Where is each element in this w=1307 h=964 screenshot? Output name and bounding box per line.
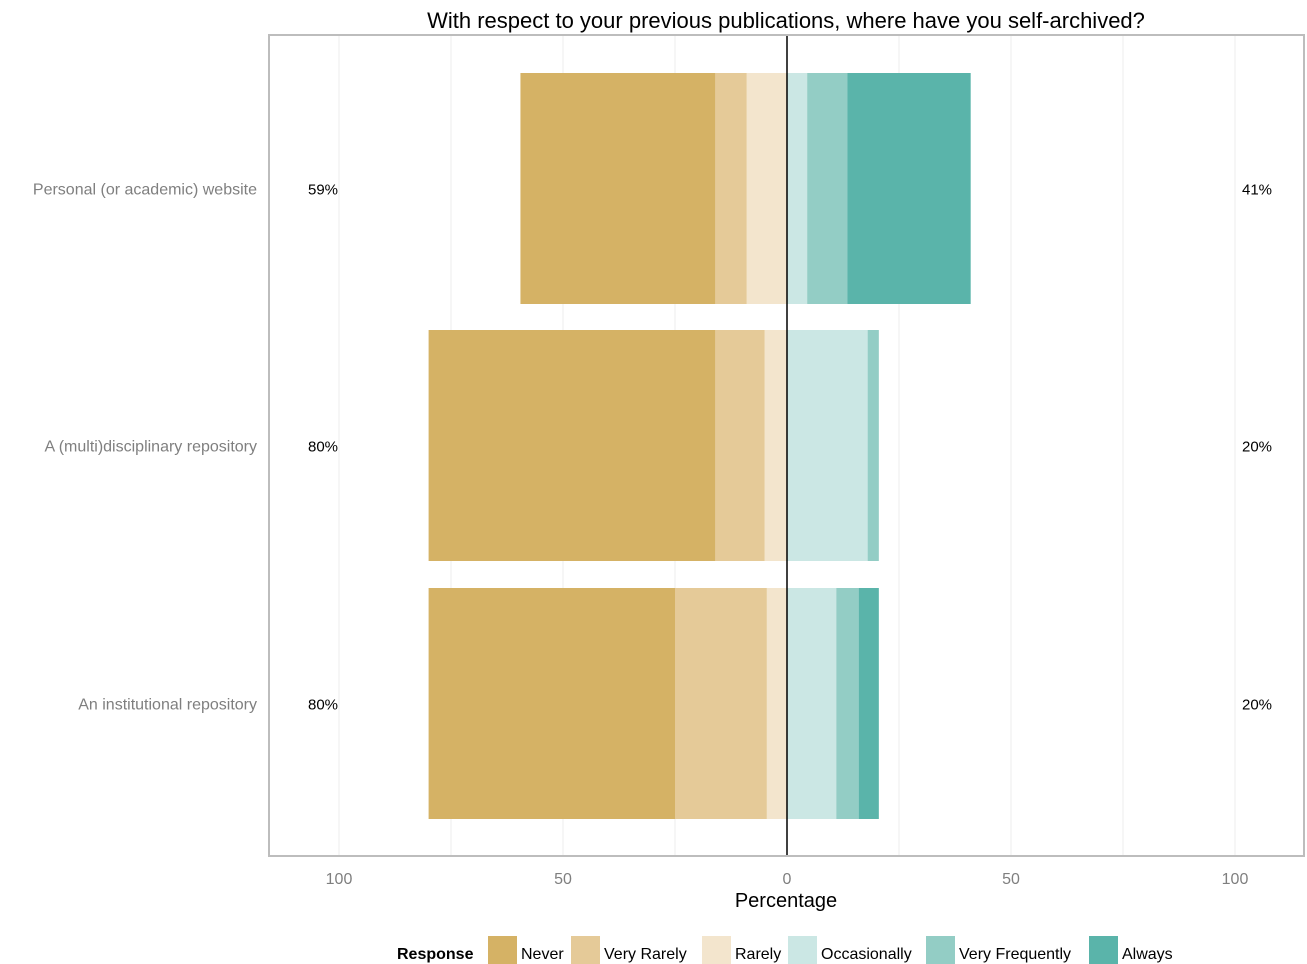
category-label: A (multi)disciplinary repository <box>44 439 257 456</box>
legend-swatch <box>1089 936 1118 964</box>
plot-border <box>268 34 1305 857</box>
bar-segment <box>787 588 837 819</box>
legend-title: Response <box>397 946 474 963</box>
bar-segment <box>858 588 879 819</box>
legend-swatch <box>702 936 731 964</box>
bar-segment <box>715 330 765 561</box>
bar-segment <box>836 588 859 819</box>
legend-swatch <box>488 936 517 964</box>
bar-segment <box>715 73 747 304</box>
legend-label: Always <box>1122 946 1173 963</box>
negative-total-label: 59% <box>308 182 338 199</box>
bar-segment <box>675 588 767 819</box>
bar-segment <box>428 588 675 819</box>
x-tick-label: 100 <box>326 871 353 888</box>
negative-total-label: 80% <box>308 439 338 456</box>
legend-swatch <box>571 936 600 964</box>
percentage-labels: 59% 41% 80% 20% 80% 20% <box>308 182 1272 714</box>
negative-total-label: 80% <box>308 697 338 714</box>
positive-total-label: 41% <box>1242 182 1272 199</box>
x-tick-label: 50 <box>554 871 572 888</box>
bar-segment <box>807 73 848 304</box>
legend-swatch <box>788 936 817 964</box>
bar-segment <box>787 73 808 304</box>
legend-label: Occasionally <box>821 946 912 963</box>
x-tick-labels: 100 50 0 50 100 <box>326 871 1249 888</box>
category-labels: Personal (or academic) website A (multi)d… <box>33 182 257 714</box>
category-label: An institutional repository <box>78 697 257 714</box>
legend-label: Never <box>521 946 564 963</box>
legend-label: Very Rarely <box>604 946 687 963</box>
category-label: Personal (or academic) website <box>33 182 257 199</box>
chart-title: With respect to your previous publicatio… <box>427 8 1145 33</box>
legend-label: Very Frequently <box>959 946 1071 963</box>
positive-total-label: 20% <box>1242 439 1272 456</box>
bar-segment <box>766 588 787 819</box>
bars <box>428 73 971 819</box>
bar-segment <box>746 73 787 304</box>
legend-label: Rarely <box>735 946 781 963</box>
bar-segment <box>867 330 879 561</box>
positive-total-label: 20% <box>1242 697 1272 714</box>
bar-segment <box>764 330 787 561</box>
bar-segment <box>787 330 868 561</box>
x-axis-title: Percentage <box>735 890 837 912</box>
bar-segment <box>520 73 716 304</box>
bar-segment <box>428 330 716 561</box>
bar-segment <box>847 73 971 304</box>
x-tick-label: 50 <box>1002 871 1020 888</box>
x-tick-label: 0 <box>783 871 792 888</box>
legend-swatch <box>926 936 955 964</box>
x-tick-label: 100 <box>1222 871 1249 888</box>
legend: Response Never Very Rarely Rarely Occasiona… <box>397 936 1173 964</box>
